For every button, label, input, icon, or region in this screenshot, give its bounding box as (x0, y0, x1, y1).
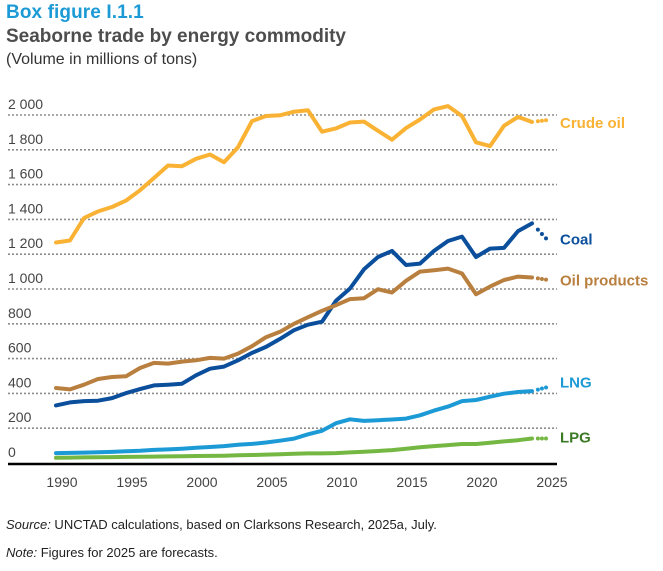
series-line (54, 104, 534, 245)
figure-label: Box figure I.1.1 (6, 2, 144, 23)
x-tick-label: 2025 (536, 474, 567, 490)
series-label: Coal (560, 231, 593, 248)
forecast-dot (544, 436, 548, 441)
forecast-dot (535, 436, 540, 441)
forecast-dot (544, 277, 548, 282)
y-tick-label: 1 000 (8, 270, 43, 286)
series-label: Crude oil (560, 115, 625, 132)
forecast-dot (535, 227, 540, 232)
source-text: UNCTAD calculations, based on Clarksons … (50, 517, 437, 532)
forecast-dot (535, 119, 540, 124)
series-label: LNG (560, 374, 592, 391)
series-coal (54, 221, 548, 408)
forecast-dot (539, 118, 544, 123)
note-text: Figures for 2025 are forecasts. (37, 545, 218, 560)
x-axis-tick-labels: 1990 1995 2000 2005 2010 2015 2020 2025 (46, 474, 567, 490)
note-label: Note: (6, 545, 38, 560)
y-axis-tick-labels: 0 200 400 600 800 1 000 1 200 1 400 1 600 1 800 2 … (8, 96, 43, 460)
y-tick-label: 400 (8, 374, 32, 390)
series-line (54, 221, 534, 408)
y-tick-label: 2 000 (8, 96, 43, 112)
x-tick-label: 1990 (46, 474, 77, 490)
x-tick-label: 2015 (396, 474, 427, 490)
y-tick-label: 600 (8, 340, 32, 356)
forecast-dot (535, 387, 540, 392)
y-tick-label: 1 800 (8, 131, 43, 147)
y-tick-label: 800 (8, 305, 32, 321)
x-tick-label: 2005 (256, 474, 287, 490)
source-note: Source: UNCTAD calculations, based on Cl… (6, 517, 437, 532)
y-tick-label: 1 400 (8, 200, 43, 216)
forecast-dot (539, 436, 544, 441)
chart-title: Seaborne trade by energy commodity (6, 26, 346, 47)
series-lpg (54, 436, 548, 460)
series-oil-products (54, 266, 548, 392)
forecast-dot (539, 232, 544, 237)
series-lines (54, 104, 548, 460)
series-line (54, 436, 534, 460)
forecast-dot (544, 236, 548, 241)
x-tick-label: 2010 (326, 474, 357, 490)
x-tick-label: 1995 (116, 474, 147, 490)
forecast-dot (544, 118, 548, 123)
gridlines (8, 114, 557, 430)
series-labels: Crude oil Coal Oil products LNG LPG (560, 115, 648, 446)
series-label: Oil products (560, 273, 648, 290)
x-tick-label: 2000 (186, 474, 217, 490)
forecast-dot (544, 385, 548, 390)
chart-subtitle: (Volume in millions of tons) (6, 51, 198, 68)
source-label: Source: (6, 517, 51, 532)
y-tick-label: 200 (8, 409, 32, 425)
series-lng (54, 385, 548, 456)
series-crude-oil (54, 104, 548, 245)
y-tick-label: 1 200 (8, 235, 43, 251)
series-line (54, 389, 534, 456)
x-tick-label: 2020 (466, 474, 497, 490)
forecast-dot (535, 276, 540, 281)
forecast-note: Note: Figures for 2025 are forecasts. (6, 545, 218, 560)
forecast-dot (539, 386, 544, 391)
series-line (54, 266, 534, 392)
forecast-dot (539, 276, 544, 281)
series-label: LPG (560, 429, 591, 446)
y-tick-label: 0 (8, 444, 16, 460)
y-tick-label: 1 600 (8, 166, 43, 182)
